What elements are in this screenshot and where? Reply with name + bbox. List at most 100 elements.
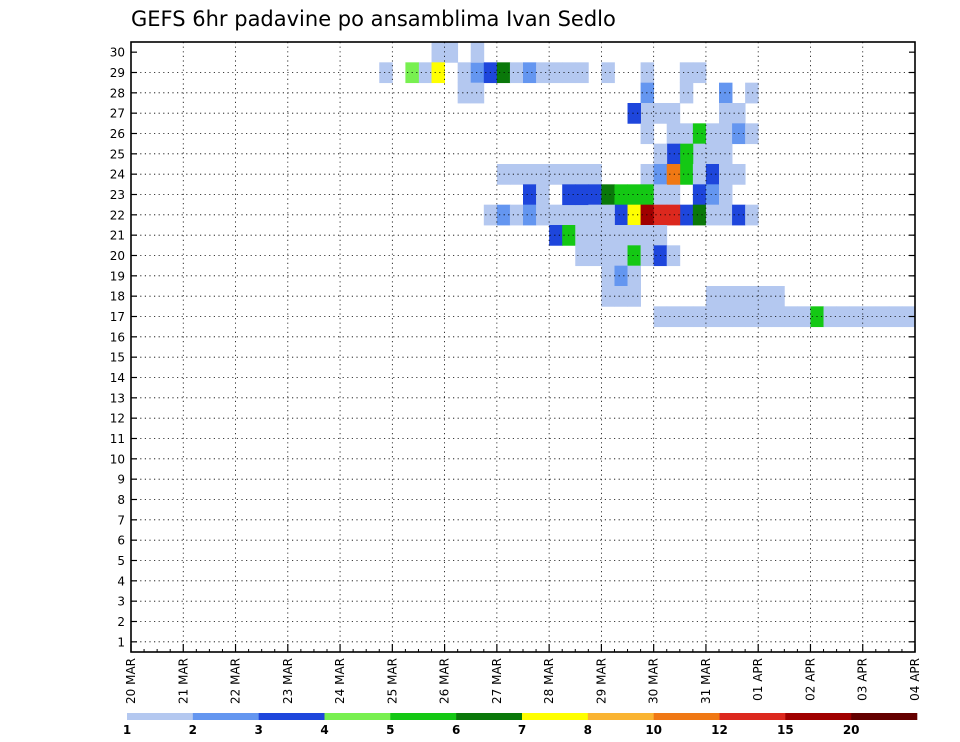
colorbar-label: 3 (254, 723, 262, 737)
heatmap-cell (523, 204, 537, 226)
heatmap-cell (523, 62, 537, 84)
heatmap-cells (379, 42, 916, 328)
heatmap-cell (849, 306, 864, 328)
y-tick-label: 28 (110, 86, 125, 100)
heatmap-cell (719, 143, 733, 165)
colorbar-segment (851, 713, 918, 720)
heatmap-cell (862, 306, 877, 328)
y-tick-label: 13 (110, 391, 125, 405)
colorbar-label: 10 (645, 723, 662, 737)
heatmap-cell (692, 164, 707, 185)
heatmap-cell (692, 306, 707, 328)
heatmap-cell (679, 82, 694, 104)
colorbar-label: 7 (518, 723, 526, 737)
heatmap-cell (470, 42, 485, 63)
x-tick-label: 21 MAR (176, 658, 190, 704)
colorbar-segment (719, 713, 786, 720)
heatmap-cell (719, 82, 733, 104)
heatmap-cell (418, 62, 432, 84)
heatmap-cell (705, 306, 720, 328)
heatmap-cell (588, 245, 602, 267)
y-tick-label: 4 (117, 574, 125, 588)
y-tick-label: 3 (117, 595, 125, 609)
heatmap-cell (601, 62, 615, 84)
heatmap-cell (601, 245, 615, 267)
colorbar-segment (324, 713, 391, 720)
heatmap-cell (784, 306, 798, 328)
heatmap-cell (431, 62, 445, 84)
y-tick-label: 5 (117, 554, 125, 568)
heatmap-cell (745, 286, 759, 307)
heatmap-cell (536, 184, 550, 206)
heatmap-cell (705, 123, 720, 145)
y-tick-label: 21 (110, 229, 125, 243)
heatmap-cell (692, 204, 707, 226)
heatmap-cell (836, 306, 851, 328)
heatmap-cell (627, 286, 641, 307)
grid-lines (131, 42, 915, 652)
heatmap-cell (692, 62, 707, 84)
heatmap-cell (523, 184, 537, 206)
heatmap-cell (745, 82, 759, 104)
x-tick-label: 03 APR (856, 658, 870, 701)
heatmap-cell (719, 123, 733, 145)
heatmap-cell (758, 286, 772, 307)
x-tick-label: 31 MAR (699, 658, 713, 704)
y-axis-ticks: 1234567891011121314151617181920212223242… (110, 46, 915, 649)
heatmap-cell (745, 204, 759, 226)
heatmap-cell (457, 62, 472, 84)
heatmap-cell (745, 123, 759, 145)
y-tick-label: 15 (110, 351, 125, 365)
colorbar-segment (587, 713, 654, 720)
y-tick-label: 16 (110, 330, 125, 344)
heatmap-cell (705, 143, 720, 165)
y-tick-label: 14 (110, 371, 125, 385)
x-tick-label: 25 MAR (385, 658, 399, 704)
heatmap-cell (601, 204, 615, 226)
heatmap-cell (549, 164, 563, 185)
heatmap-cell (666, 306, 681, 328)
colorbar: 1 2 3 4 5 6 7 8 10 12 15 20 (123, 713, 918, 737)
y-tick-label: 9 (117, 473, 125, 487)
x-tick-label: 04 APR (908, 658, 922, 701)
chart-title: GEFS 6hr padavine po ansamblima Ivan Sed… (131, 7, 616, 31)
heatmap-cell (627, 103, 641, 124)
heatmap-cell (601, 184, 615, 206)
heatmap-cell (666, 103, 681, 124)
y-tick-label: 29 (110, 66, 125, 80)
y-tick-label: 22 (110, 208, 125, 222)
heatmap-cell (536, 164, 550, 185)
heatmap-cell (705, 184, 720, 206)
heatmap-cell (666, 184, 681, 206)
y-tick-label: 18 (110, 290, 125, 304)
colorbar-segment (127, 713, 194, 720)
heatmap-cell (679, 164, 694, 185)
y-tick-label: 11 (110, 432, 125, 446)
y-tick-label: 8 (117, 493, 125, 507)
heatmap-cell (705, 164, 720, 185)
colorbar-label: 12 (711, 723, 728, 737)
y-tick-label: 27 (110, 107, 125, 121)
heatmap-cell (797, 306, 811, 328)
heatmap-cell (509, 164, 524, 185)
x-tick-label: 27 MAR (490, 658, 504, 704)
heatmap-cell (614, 265, 628, 287)
heatmap-cell (536, 62, 550, 84)
heatmap-cell (719, 164, 733, 185)
heatmap-cell (705, 204, 720, 226)
y-tick-label: 10 (110, 452, 125, 466)
heatmap-cell (692, 123, 707, 145)
colorbar-segment (785, 713, 852, 720)
heatmap-cell (536, 204, 550, 226)
heatmap-cell (692, 143, 707, 165)
heatmap-cell (719, 306, 733, 328)
y-tick-label: 24 (110, 168, 125, 182)
colorbar-label: 8 (584, 723, 592, 737)
y-tick-label: 30 (110, 46, 125, 60)
y-tick-label: 6 (117, 534, 125, 548)
heatmap-cell (588, 164, 602, 185)
heatmap-cell (614, 225, 628, 246)
heatmap-cell (627, 265, 641, 287)
heatmap-cell (666, 143, 681, 165)
y-tick-label: 1 (117, 635, 125, 649)
